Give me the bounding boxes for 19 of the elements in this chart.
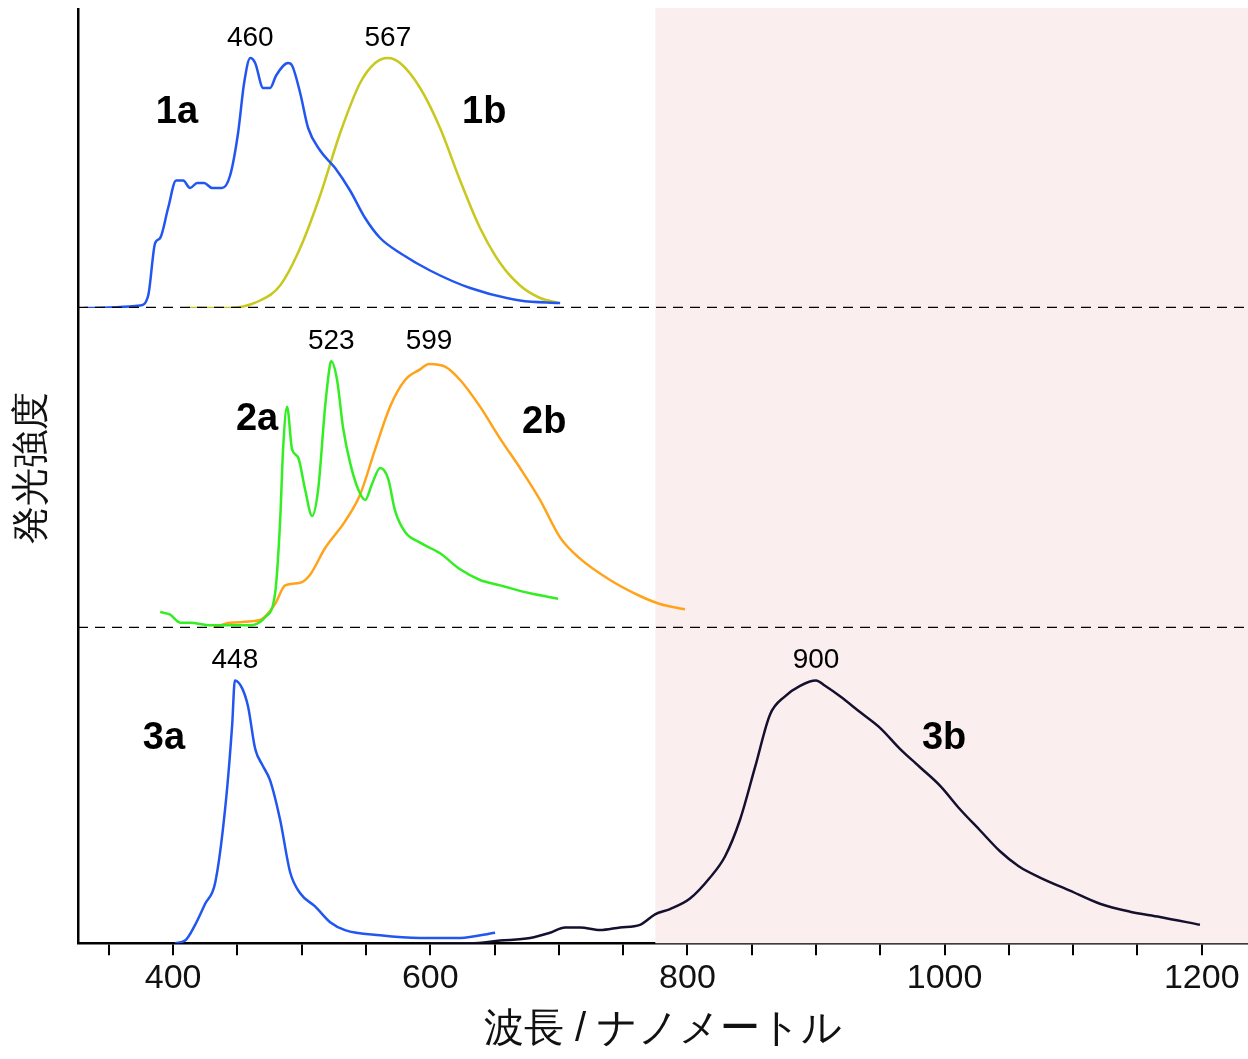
series-label: 2a — [235, 396, 280, 439]
x-tick-label: 600 — [401, 956, 459, 995]
x-axis-title: 波長 / ナノメートル — [483, 1005, 843, 1050]
x-tick-label: 1000 — [906, 956, 983, 995]
series-label: 3b — [921, 714, 967, 757]
y-axis-title: 発光強度 — [7, 392, 52, 544]
series-label: 3a — [142, 714, 186, 757]
annotation: 523 — [307, 324, 355, 356]
annotation: 900 — [792, 643, 840, 675]
series-label: 1a — [155, 89, 199, 132]
annotation: 448 — [211, 643, 259, 675]
annotation: 460 — [226, 20, 274, 52]
series-label: 2b — [522, 398, 567, 441]
x-tick-label: 400 — [144, 956, 202, 995]
x-tick-label: 1200 — [1163, 956, 1240, 995]
annotation: 599 — [405, 324, 453, 356]
annotation: 567 — [364, 20, 412, 52]
x-tick-label: 800 — [659, 956, 716, 995]
series-label: 1b — [462, 89, 507, 132]
